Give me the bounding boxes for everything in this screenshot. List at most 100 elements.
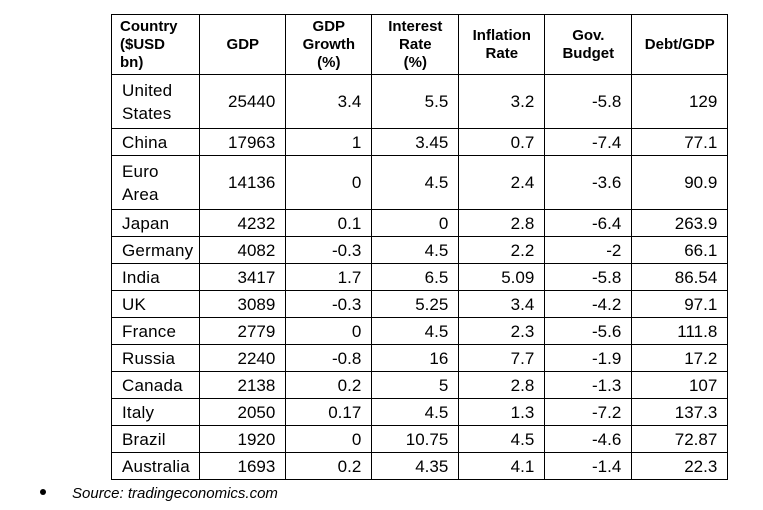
- value-cell: 2138: [199, 371, 287, 399]
- table-body: United States 25440 3.4 5.5 3.2 -5.8 129 China 17…: [110, 74, 729, 480]
- value-cell: 4.5: [371, 398, 460, 426]
- table-row: Germany 4082 -0.3 4.5 2.2 -2 66.1: [110, 236, 729, 264]
- header-line: Budget: [562, 44, 615, 62]
- value-cell: -5.8: [544, 263, 633, 291]
- table-row: India 3417 1.7 6.5 5.09 -5.8 86.54: [110, 263, 729, 291]
- header-line: bn): [120, 53, 144, 71]
- value-cell: 77.1: [631, 128, 729, 156]
- country-cell: Japan: [110, 209, 201, 237]
- value-cell: -1.9: [544, 344, 633, 372]
- header-line: (%): [403, 53, 427, 71]
- value-cell: 129: [631, 74, 729, 129]
- value-cell: 90.9: [631, 155, 729, 210]
- value-cell: 5: [371, 371, 460, 399]
- value-cell: 3.45: [371, 128, 460, 156]
- country-cell: India: [110, 263, 201, 291]
- value-cell: 7.7: [458, 344, 546, 372]
- table-row: France 2779 0 4.5 2.3 -5.6 111.8: [110, 317, 729, 345]
- value-cell: 22.3: [631, 452, 729, 480]
- value-cell: 2050: [199, 398, 287, 426]
- value-cell: 3.2: [458, 74, 546, 129]
- value-cell: 107: [631, 371, 729, 399]
- header-line: Gov.: [572, 26, 605, 44]
- country-name-line: States: [122, 103, 172, 123]
- country-name-line: France: [122, 321, 177, 341]
- value-cell: 0: [285, 155, 373, 210]
- header-line: GDP: [226, 35, 260, 53]
- country-cell: Germany: [110, 236, 201, 264]
- value-cell: 3089: [199, 290, 287, 318]
- table-row: Euro Area 14136 0 4.5 2.4 -3.6 90.9: [110, 155, 729, 210]
- value-cell: 1.3: [458, 398, 546, 426]
- table-row: Italy 2050 0.17 4.5 1.3 -7.2 137.3: [110, 398, 729, 426]
- country-cell: UK: [110, 290, 201, 318]
- economic-indicators-table: Country ($USD bn) GDP GDP Growth (%) Int…: [110, 14, 729, 480]
- header-line: Rate: [399, 35, 432, 53]
- value-cell: 5.09: [458, 263, 546, 291]
- source-note: Source: tradingeconomics.com: [40, 484, 278, 504]
- value-cell: 2779: [199, 317, 287, 345]
- table-row: Australia 1693 0.2 4.35 4.1 -1.4 22.3: [110, 452, 729, 480]
- value-cell: 4.5: [371, 317, 460, 345]
- country-cell: United States: [110, 74, 201, 129]
- value-cell: 2.2: [458, 236, 546, 264]
- country-cell: China: [110, 128, 201, 156]
- column-header-gdp: GDP: [199, 14, 287, 75]
- value-cell: 5.5: [371, 74, 460, 129]
- value-cell: 4082: [199, 236, 287, 264]
- value-cell: 86.54: [631, 263, 729, 291]
- value-cell: 1920: [199, 425, 287, 453]
- table-header: Country ($USD bn) GDP GDP Growth (%) Int…: [110, 14, 729, 75]
- value-cell: -0.3: [285, 290, 373, 318]
- value-cell: -2: [544, 236, 633, 264]
- table-row: Brazil 1920 0 10.75 4.5 -4.6 72.87: [110, 425, 729, 453]
- value-cell: 17963: [199, 128, 287, 156]
- value-cell: 4.5: [371, 155, 460, 210]
- country-name-line: India: [122, 267, 160, 287]
- header-line: Country: [120, 17, 178, 35]
- header-line: ($USD: [120, 35, 166, 53]
- value-cell: 0: [285, 317, 373, 345]
- header-line: Growth: [302, 35, 356, 53]
- country-name-line: China: [122, 132, 168, 152]
- country-cell: Canada: [110, 371, 201, 399]
- country-name-line: Italy: [122, 402, 155, 422]
- header-line: Interest: [388, 17, 443, 35]
- country-name-line: Australia: [122, 456, 190, 476]
- country-cell: Italy: [110, 398, 201, 426]
- value-cell: 3417: [199, 263, 287, 291]
- value-cell: 0: [371, 209, 460, 237]
- column-header-gov-budget: Gov. Budget: [544, 14, 633, 75]
- value-cell: -5.6: [544, 317, 633, 345]
- value-cell: 1: [285, 128, 373, 156]
- table-row: Japan 4232 0.1 0 2.8 -6.4 263.9: [110, 209, 729, 237]
- country-cell: France: [110, 317, 201, 345]
- column-header-country: Country ($USD bn): [110, 14, 201, 75]
- table-row: Russia 2240 -0.8 16 7.7 -1.9 17.2: [110, 344, 729, 372]
- value-cell: 0.17: [285, 398, 373, 426]
- value-cell: 4232: [199, 209, 287, 237]
- source-text: Source: tradingeconomics.com: [72, 485, 278, 502]
- country-name-line: Canada: [122, 375, 183, 395]
- country-cell: Russia: [110, 344, 201, 372]
- value-cell: 2.8: [458, 209, 546, 237]
- value-cell: 0.2: [285, 452, 373, 480]
- header-line: Inflation: [472, 26, 531, 44]
- value-cell: 0.7: [458, 128, 546, 156]
- value-cell: 25440: [199, 74, 287, 129]
- value-cell: -0.8: [285, 344, 373, 372]
- value-cell: 4.5: [371, 236, 460, 264]
- value-cell: -4.6: [544, 425, 633, 453]
- value-cell: 4.1: [458, 452, 546, 480]
- value-cell: 10.75: [371, 425, 460, 453]
- table-row: China 17963 1 3.45 0.7 -7.4 77.1: [110, 128, 729, 156]
- country-name-line: United: [122, 80, 173, 100]
- value-cell: 16: [371, 344, 460, 372]
- country-name-line: Russia: [122, 348, 176, 368]
- value-cell: -6.4: [544, 209, 633, 237]
- value-cell: 4.5: [458, 425, 546, 453]
- value-cell: 263.9: [631, 209, 729, 237]
- country-name-line: Euro: [122, 161, 159, 181]
- header-row: Country ($USD bn) GDP GDP Growth (%) Int…: [110, 14, 729, 75]
- value-cell: 3.4: [285, 74, 373, 129]
